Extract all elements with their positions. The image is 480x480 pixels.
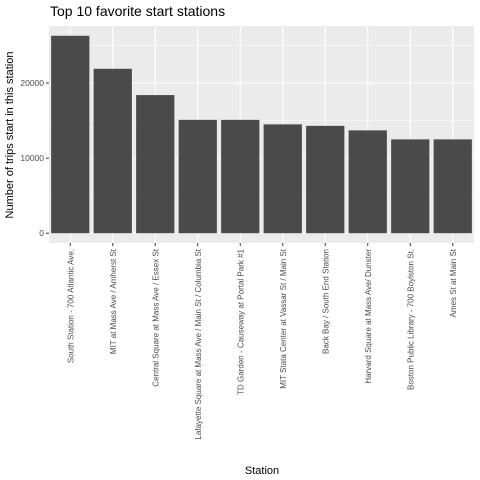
x-tick-label: MIT Stata Center at Vassar St / Main St [279,248,288,389]
x-tick-label: Harvard Square at Mass Ave/ Dunster [364,249,373,384]
y-tick-label: 20000 [20,78,44,88]
y-axis-title: Number of trips start in this station [4,52,16,219]
x-tick-label: Ames St at Main St [449,248,458,317]
bars [51,35,472,234]
bar [348,130,387,234]
x-axis-title: Station [245,465,279,477]
x-tick-label: Central Square at Mass Ave / Essex St [151,248,160,386]
bar [433,139,472,234]
x-tick-label: Back Bay / South End Station [321,249,330,354]
bar [263,124,302,234]
x-tick-label: TD Garden - Causeway at Portal Park #1 [236,248,245,394]
x-tick-label: Lafayette Square at Mass Ave / Main St /… [194,248,203,439]
bar [93,68,132,234]
y-axis: 0 10000 20000 [20,78,49,238]
bar [221,119,260,234]
bar [391,139,430,234]
chart-title: Top 10 favorite start stations [50,3,225,19]
y-tick-label: 0 [39,228,44,238]
x-tick-label: Boston Public Library - 700 Boylston St. [406,249,415,390]
bar [51,35,90,234]
y-tick-label: 10000 [20,153,44,163]
bar [306,125,345,234]
x-tick-label: MIT at Mass Ave / Amherst St [109,248,118,354]
bar [136,95,175,234]
bar [178,119,217,234]
x-axis: South Station - 700 Atlantic Ave. MIT at … [66,243,458,440]
x-tick-label: South Station - 700 Atlantic Ave. [66,249,75,363]
